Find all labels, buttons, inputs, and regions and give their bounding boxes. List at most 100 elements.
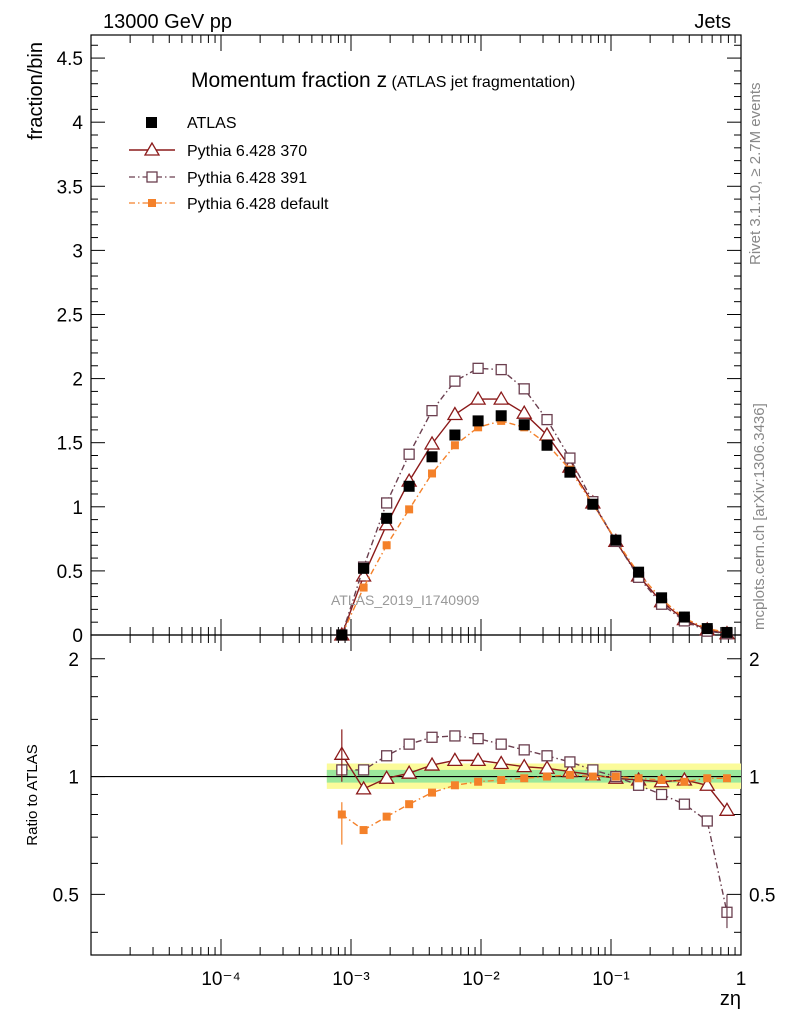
main-series-point-3 (359, 583, 368, 592)
ratio-series-point-1 (403, 738, 415, 750)
legend-item-pythia-default: Pythia 6.428 default (129, 196, 329, 213)
legend-marker-atlas (146, 117, 157, 128)
main-data-point (426, 451, 438, 463)
legend-marker-pythia-default (148, 199, 156, 207)
main-series-point-2 (495, 363, 507, 376)
legend-marker-pythia-370 (143, 141, 161, 156)
main-series-point-1 (469, 390, 487, 405)
main-data-point (518, 419, 530, 431)
main-data-point (403, 480, 415, 492)
axis-ticks-layer: 0 0.5 1 1.5 2 2.5 3 3.5 4 4.5 10⁻⁴ 10⁻³ 10⁻² 10⁻¹ 1 0.5… (53, 35, 775, 990)
main-data-point (587, 498, 599, 510)
ratio-series-point-2 (520, 774, 529, 783)
ratio-y-tick-label: 0.5 (53, 885, 79, 906)
ratio-series-point-1 (495, 738, 507, 750)
main-y-tick-label: 3.5 (57, 177, 83, 198)
main-data-point (721, 626, 733, 638)
main-y-tick-label: 0.5 (57, 562, 83, 583)
main-y-tick-label: 2.5 (57, 305, 83, 326)
ratio-series-point-2 (543, 772, 552, 781)
main-series-point-1 (516, 404, 533, 419)
main-series-line-2 (341, 367, 728, 636)
ratio-series-point-2 (359, 826, 368, 835)
ratio-series-point-1 (357, 764, 370, 776)
ratio-series-point-2 (497, 775, 506, 784)
main-series-point-2 (403, 448, 415, 460)
main-series-point-2 (541, 413, 553, 426)
ratio-series-point-1 (380, 750, 393, 762)
ratio-series-point-2 (428, 788, 437, 797)
ratio-series-point-2 (382, 812, 391, 821)
ratio-series-point-0 (718, 802, 736, 816)
ratio-series-point-2 (680, 777, 689, 786)
ratio-series-point-0 (469, 752, 487, 767)
main-data-point (336, 629, 348, 641)
x-tick-label: 10⁻² (462, 969, 500, 990)
ratio-series-point-0 (400, 764, 418, 779)
main-data-point (381, 512, 393, 524)
ratio-series-point-0 (446, 752, 464, 767)
main-series-point-2 (472, 362, 484, 374)
ratio-series-point-1 (472, 732, 484, 745)
x-tick-label: 10⁻³ (332, 969, 370, 990)
chart-title-sub: (ATLAS jet fragmentation) (392, 74, 576, 91)
main-y-tick-label: 1.5 (57, 434, 83, 455)
ratio-series-point-2 (703, 774, 712, 783)
main-series-point-3 (405, 505, 414, 514)
main-series-point-1 (493, 390, 510, 405)
ratio-series-point-0 (378, 769, 395, 784)
ratio-series-point-2 (634, 774, 643, 783)
legend-label-atlas: ATLAS (187, 115, 237, 132)
main-data-point (472, 415, 484, 427)
ratio-series-point-1 (426, 731, 438, 743)
x-tick-label: 10⁻⁴ (201, 969, 240, 990)
main-series-point-1 (446, 406, 464, 421)
main-data-point (678, 611, 690, 623)
main-series-point-2 (380, 497, 393, 509)
ratio-series-point-2 (588, 772, 597, 781)
ratio-series-point-0 (516, 758, 533, 773)
main-series-point-2 (564, 452, 576, 464)
ratio-plot-frame (90, 634, 742, 956)
ratio-series-point-2 (657, 775, 666, 784)
ratio-series-point-1 (701, 815, 713, 827)
main-series-line-3 (341, 420, 728, 636)
chart-title: Momentum fraction z (ATLAS jet fragmenta… (191, 69, 575, 92)
category-label: Jets (694, 11, 731, 33)
ratio-series-point-1 (518, 744, 530, 756)
legend-label-pythia-391: Pythia 6.428 391 (187, 170, 307, 187)
main-y-tick-label: 1 (72, 498, 83, 519)
main-data-point (449, 429, 461, 441)
ratio-series-point-0 (423, 756, 441, 771)
main-series-point-3 (382, 541, 391, 550)
main-data-point (633, 566, 645, 578)
legend-label-pythia-370: Pythia 6.428 370 (187, 143, 307, 160)
main-series-point-2 (449, 375, 461, 387)
x-tick-label: 10⁻¹ (592, 969, 630, 990)
main-series-point-2 (518, 383, 530, 395)
ratio-y-tick-label: 1 (68, 768, 79, 789)
legend-marker-pythia-391 (146, 171, 158, 183)
energy-label: 13000 GeV pp (103, 11, 232, 33)
main-y-tick-label: 0 (72, 626, 83, 647)
rivet-label: Rivet 3.1.10, ≥ 2.7M events (747, 83, 764, 266)
ratio-series-line-1 (341, 735, 728, 913)
main-data-point (495, 410, 507, 422)
main-y-tick-label: 4 (72, 113, 83, 134)
ratio-y-tick-label: 2 (68, 650, 79, 671)
ratio-series-point-0 (355, 780, 372, 795)
analysis-watermark: ATLAS_2019_I1740909 (331, 592, 480, 608)
ratio-y-tick-label-right: 0.5 (749, 885, 775, 906)
main-series-point-1 (423, 435, 441, 450)
ratio-series-point-1 (678, 798, 691, 810)
ratio-series-point-0 (699, 776, 716, 791)
main-data-point (610, 534, 622, 546)
main-y-axis-label: fraction/bin (25, 42, 47, 140)
ratio-series-point-0 (493, 755, 510, 770)
legend-item-pythia-391: Pythia 6.428 391 (129, 170, 307, 187)
ratio-series-point-1 (541, 750, 553, 762)
main-data-point (541, 439, 553, 451)
main-series-point-3 (428, 469, 437, 478)
main-y-tick-label: 2 (72, 370, 83, 391)
x-tick-label: 1 (736, 969, 747, 990)
